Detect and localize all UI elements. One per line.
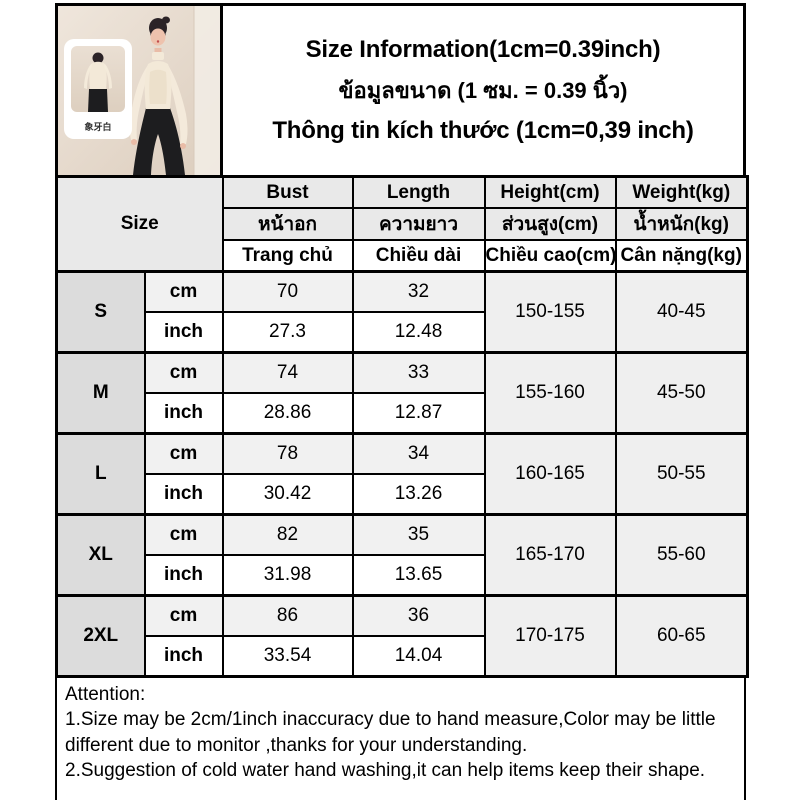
unit-inch: inch — [143, 635, 224, 678]
title-vi: Thông tin kích thước (1cm=0,39 inch) — [272, 117, 694, 144]
bust-cm-value: 86 — [221, 594, 354, 637]
size-info-title: Size Information(1cm=0.39inch) ข้อมูลขนา… — [223, 6, 743, 175]
length-cm-value: 32 — [351, 270, 486, 313]
unit-cm: cm — [143, 594, 224, 637]
size-header-cell: Size — [55, 175, 224, 273]
col-header-height-en: Height(cm) — [483, 175, 617, 209]
length-cm-value: 35 — [351, 513, 486, 556]
product-photo: 象牙白 — [58, 6, 223, 175]
color-swatch-card: 象牙白 — [64, 39, 132, 139]
length-cm-value: 36 — [351, 594, 486, 637]
bust-cm-value: 70 — [221, 270, 354, 313]
col-header-height-th: ส่วนสูง(cm) — [483, 207, 617, 241]
length-inch-value: 12.48 — [351, 311, 486, 354]
col-header-length-vi: Chiều dài — [351, 239, 486, 273]
col-header-weight-vi: Cân nặng(kg) — [614, 239, 749, 273]
unit-inch: inch — [143, 311, 224, 354]
size-label: L — [55, 432, 146, 516]
bust-inch-value: 30.42 — [221, 473, 354, 516]
height-range: 160-165 — [483, 432, 617, 516]
attention-note-1: 1.Size may be 2cm/1inch inaccuracy due t… — [65, 709, 716, 756]
length-inch-value: 14.04 — [351, 635, 486, 678]
bust-inch-value: 28.86 — [221, 392, 354, 435]
size-label: 2XL — [55, 594, 146, 678]
col-header-bust-en: Bust — [221, 175, 354, 209]
col-header-bust-vi: Trang chủ — [221, 239, 354, 273]
unit-cm: cm — [143, 270, 224, 313]
length-inch-value: 12.87 — [351, 392, 486, 435]
weight-range: 50-55 — [614, 432, 749, 516]
col-header-weight-th: น้ำหนัก(kg) — [614, 207, 749, 241]
unit-cm: cm — [143, 432, 224, 475]
height-range: 155-160 — [483, 351, 617, 435]
length-cm-value: 34 — [351, 432, 486, 475]
length-cm-value: 33 — [351, 351, 486, 394]
bust-inch-value: 27.3 — [221, 311, 354, 354]
length-inch-value: 13.26 — [351, 473, 486, 516]
color-label: 象牙白 — [84, 121, 111, 132]
unit-inch: inch — [143, 554, 224, 597]
size-label: M — [55, 351, 146, 435]
top-section: 象牙白 Size Information(1cm=0.39inch) ข้อมู… — [55, 3, 746, 175]
wall-highlight — [194, 6, 220, 175]
title-th: ข้อมูลขนาด (1 ซม. = 0.39 นิ้ว) — [338, 78, 628, 103]
attention-note-2: 2.Suggestion of cold water hand washing,… — [65, 759, 706, 781]
bust-inch-value: 33.54 — [221, 635, 354, 678]
content-area: 象牙白 Size Information(1cm=0.39inch) ข้อมู… — [55, 3, 749, 800]
bust-cm-value: 78 — [221, 432, 354, 475]
height-range: 165-170 — [483, 513, 617, 597]
product-photo-art: 象牙白 — [58, 6, 220, 175]
col-header-length-th: ความยาว — [351, 207, 486, 241]
weight-range: 60-65 — [614, 594, 749, 678]
size-label: S — [55, 270, 146, 354]
length-inch-value: 13.65 — [351, 554, 486, 597]
col-header-length-en: Length — [351, 175, 486, 209]
size-table: Size Bust Length Height(cm) Weight(kg) ห… — [55, 175, 749, 678]
col-header-weight-en: Weight(kg) — [614, 175, 749, 209]
unit-inch: inch — [143, 473, 224, 516]
col-header-height-vi: Chiều cao(cm) — [483, 239, 617, 273]
height-range: 150-155 — [483, 270, 617, 354]
unit-cm: cm — [143, 351, 224, 394]
unit-inch: inch — [143, 392, 224, 435]
weight-range: 45-50 — [614, 351, 749, 435]
attention-box: Attention: 1.Size may be 2cm/1inch inacc… — [55, 678, 746, 800]
weight-range: 55-60 — [614, 513, 749, 597]
bust-cm-value: 82 — [221, 513, 354, 556]
col-header-bust-th: หน้าอก — [221, 207, 354, 241]
size-label: XL — [55, 513, 146, 597]
weight-range: 40-45 — [614, 270, 749, 354]
unit-cm: cm — [143, 513, 224, 556]
title-en: Size Information(1cm=0.39inch) — [305, 36, 661, 63]
attention-heading: Attention: — [65, 684, 146, 705]
bust-cm-value: 74 — [221, 351, 354, 394]
model-figure — [129, 16, 188, 175]
height-range: 170-175 — [483, 594, 617, 678]
bust-inch-value: 31.98 — [221, 554, 354, 597]
